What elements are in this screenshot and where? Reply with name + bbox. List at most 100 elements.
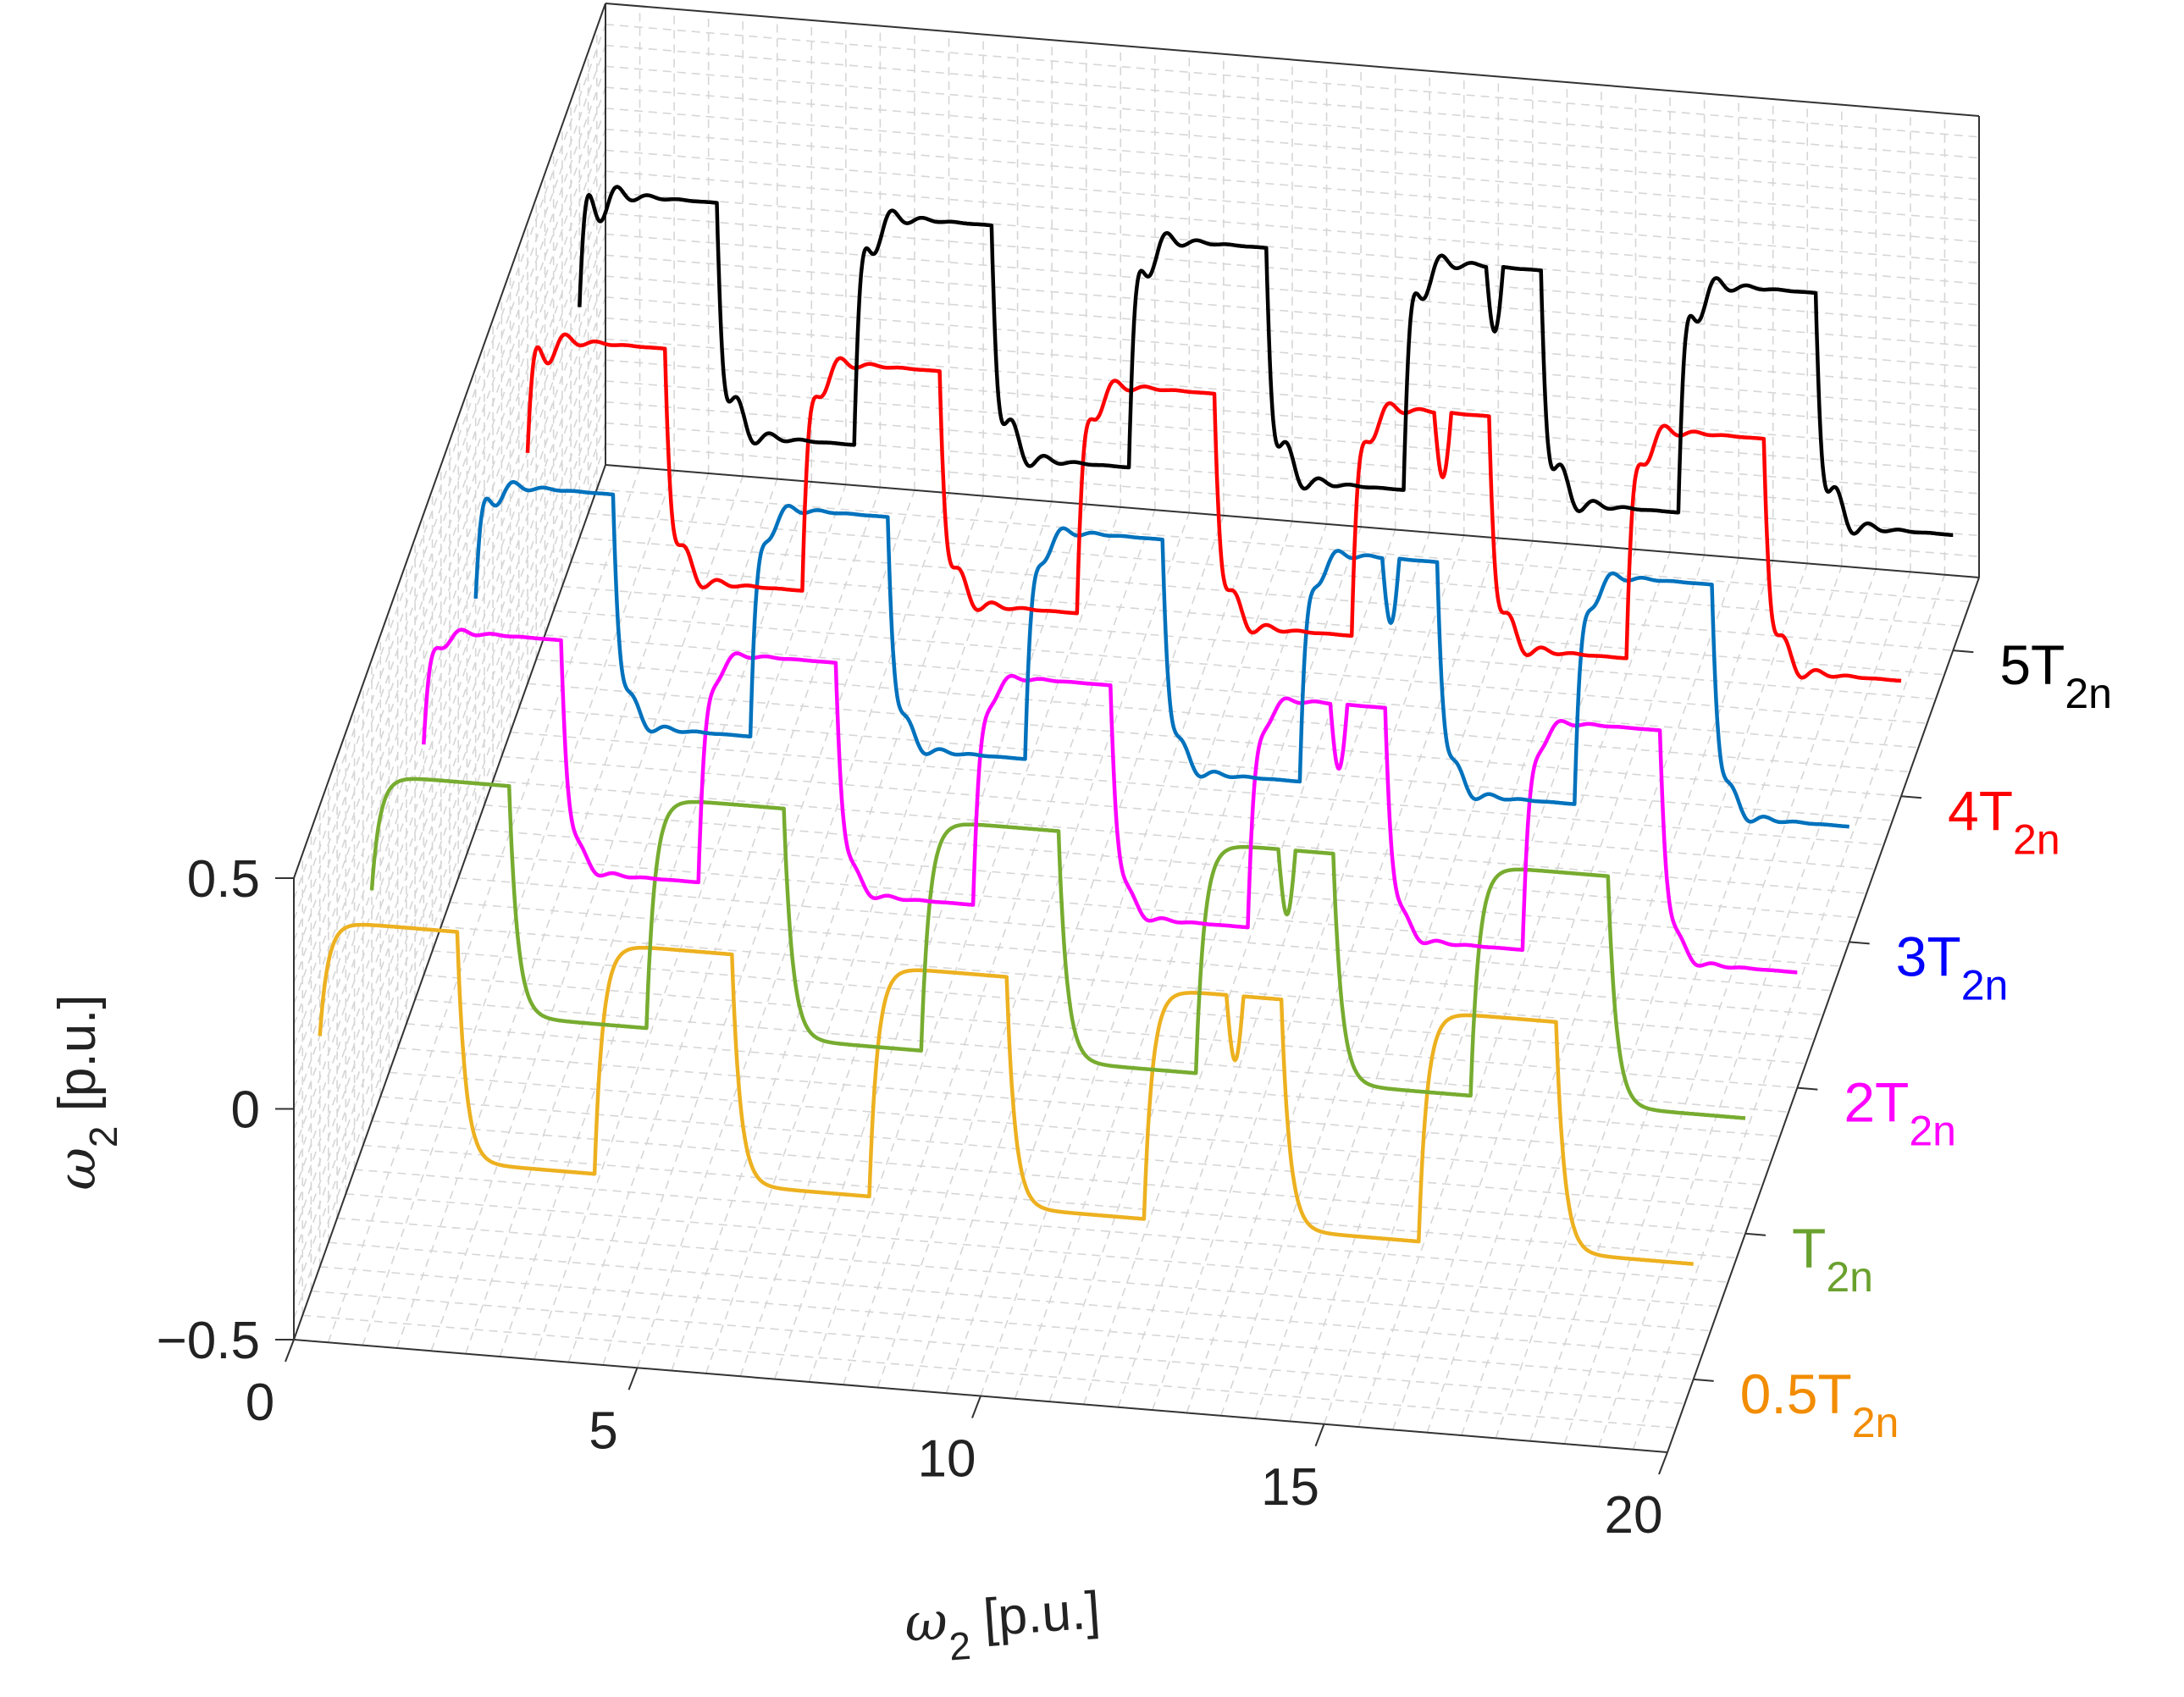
z-tick-label: −0.5: [157, 1312, 260, 1370]
z-axis-unit: [p.u.]: [48, 994, 107, 1125]
floor-grid-line: [1048, 526, 1362, 1402]
side-grid-line: [293, 380, 606, 1257]
floor-grid-line: [1220, 540, 1534, 1417]
axis-ticks: 0 5 10 15 20−0.500.5: [157, 650, 1974, 1545]
side-grid-line: [293, 24, 606, 900]
grid: [293, 3, 1980, 1453]
depth-tick-mark: [1900, 795, 1922, 799]
side-grid-line: [293, 443, 606, 1319]
series-line-2t: [422, 627, 1799, 975]
series-label-name: 3T: [1896, 925, 1961, 987]
series-label-sub: 2n: [1852, 1399, 1899, 1446]
floor-grid-line: [588, 512, 1962, 627]
floor-grid-line: [464, 478, 778, 1354]
x-tick-label: 15: [1261, 1458, 1319, 1517]
floor-grid-line: [337, 1217, 1711, 1332]
floor-grid-line: [1495, 563, 1809, 1439]
depth-tick-mark: [1744, 1232, 1767, 1236]
side-grid-line: [293, 275, 606, 1152]
floor-grid-line: [380, 1096, 1755, 1210]
floor-grid-line: [510, 731, 1884, 846]
series-label: 4T2n: [1948, 779, 2060, 863]
side-grid-line: [293, 234, 606, 1109]
x-tick-label: 0: [246, 1374, 274, 1432]
series-label-name: 2T: [1844, 1071, 1909, 1134]
side-grid-line: [293, 296, 606, 1173]
frame-edge: [1667, 577, 1980, 1453]
z-tick-label: 0: [231, 1081, 260, 1140]
floor-grid-line: [1426, 557, 1739, 1433]
side-grid-line: [293, 45, 606, 920]
side-grid-line: [293, 359, 606, 1235]
side-grid-line: [293, 191, 606, 1068]
floor-grid-line: [980, 521, 1293, 1396]
series-label-sub: 2n: [2065, 670, 2112, 717]
series-line-4t: [525, 332, 1903, 683]
x-axis-sub: 2: [948, 1623, 972, 1669]
x-tick-mark: [628, 1367, 639, 1390]
x-axis-symbol: ω: [903, 1589, 950, 1654]
frame-edge: [293, 464, 606, 1340]
x-axis-unit: [p.u.]: [967, 1581, 1103, 1649]
frame-edge: [293, 3, 606, 879]
side-grid-line: [293, 150, 606, 1025]
series-label-sub: 2n: [1826, 1253, 1873, 1301]
frame-edge: [605, 464, 1980, 578]
depth-tick-mark: [1953, 650, 1974, 654]
side-grid-line: [293, 86, 606, 963]
series-label: 3T2n: [1896, 925, 2009, 1009]
series-label-name: 5T: [1999, 633, 2065, 696]
floor-grid-line: [302, 1314, 1677, 1429]
series-line-5t: [578, 185, 1955, 538]
floor-grid-line: [553, 610, 1927, 724]
floor-grid-line: [876, 512, 1191, 1388]
series-lines: [318, 185, 1955, 1266]
side-grid-line: [293, 129, 606, 1004]
series-label: 0.5T2n: [1740, 1363, 1899, 1446]
z-axis-label: ω2 [p.u.]: [46, 994, 125, 1190]
series-label-name: 4T: [1948, 779, 2013, 842]
side-grid-line: [293, 108, 606, 984]
floor-grid-line: [808, 506, 1122, 1383]
side-grid-line: [293, 255, 606, 1130]
x-axis-label: ω2 [p.u.]: [903, 1578, 1103, 1672]
z-tick-label: 0.5: [187, 850, 260, 909]
x-tick-mark: [285, 1339, 295, 1363]
z-axis-symbol: ω: [46, 1147, 108, 1191]
floor-grid-line: [1151, 534, 1465, 1411]
x-tick-mark: [971, 1396, 981, 1418]
side-grid-line: [293, 339, 606, 1214]
x-tick-mark: [1314, 1423, 1325, 1447]
x-tick-label: 20: [1605, 1486, 1663, 1545]
floor-grid-line: [1598, 572, 1911, 1447]
x-tick-mark: [1658, 1451, 1668, 1475]
series-line-05t: [318, 922, 1695, 1266]
floor-grid-line: [432, 950, 1806, 1064]
z-axis-sub: 2: [81, 1125, 125, 1147]
series-label-sub: 2n: [1909, 1108, 1956, 1155]
series-label: 5T2n: [1999, 633, 2112, 717]
floor-grid-line: [475, 828, 1849, 943]
side-grid-line: [293, 66, 606, 942]
side-grid-line: [293, 423, 606, 1298]
floor-grid-line: [705, 498, 1019, 1374]
floor-grid-line: [1323, 549, 1637, 1425]
side-grid-line: [293, 318, 606, 1193]
series-line-3t: [473, 480, 1850, 829]
side-grid-line: [293, 401, 606, 1277]
series-label: T2n: [1792, 1217, 1873, 1301]
x-tick-label: 5: [589, 1401, 617, 1460]
depth-tick-mark: [1693, 1378, 1714, 1382]
floor-grid-line: [362, 470, 675, 1346]
frame-edge: [605, 3, 1980, 117]
floor-grid-line: [423, 974, 1798, 1089]
series-label-name: T: [1792, 1217, 1826, 1280]
floor-grid-line: [534, 484, 847, 1360]
depth-tick-mark: [1849, 941, 1870, 945]
series-label-name: 0.5T: [1740, 1363, 1852, 1425]
series-label: 2T2n: [1844, 1071, 1956, 1155]
floor-grid-line: [636, 492, 950, 1368]
series-label-sub: 2n: [2013, 815, 2060, 863]
